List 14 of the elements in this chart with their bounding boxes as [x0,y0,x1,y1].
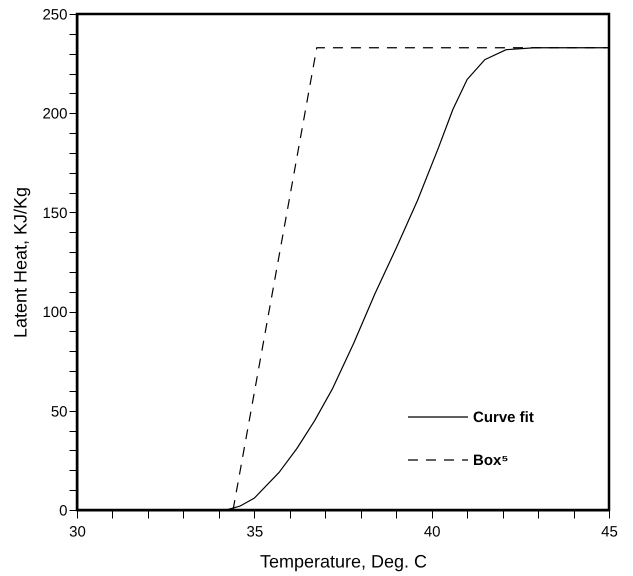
y-tick-label: 150 [42,204,68,222]
y-tick-label: 100 [42,304,68,322]
x-tick-label: 45 [601,524,618,540]
x-tick-label: 35 [246,524,264,540]
y-axis-title: Latent Heat, KJ/Kg [10,186,30,338]
legend-label: Curve fit [473,409,534,426]
y-tick-label: 0 [59,502,68,520]
y-tick-label: 200 [42,106,68,123]
y-tick-label: 50 [50,403,68,420]
x-axis-title: Temperature, Deg. C [260,552,428,572]
legend-label: Box⁵ [473,452,508,469]
x-tick-label: 40 [424,524,441,540]
y-tick-label: 250 [42,6,68,24]
x-tick-label: 30 [69,524,86,540]
